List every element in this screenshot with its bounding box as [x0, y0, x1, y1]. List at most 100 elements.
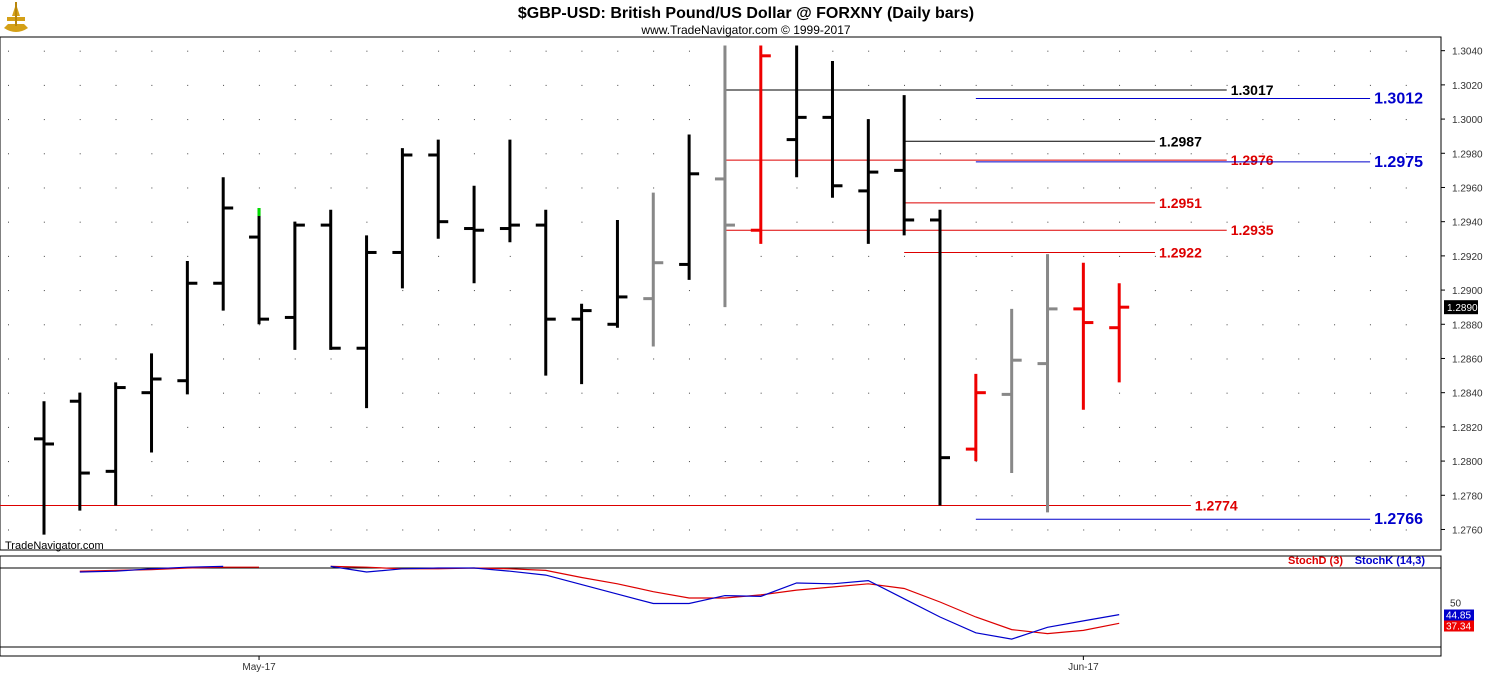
grid-dot — [366, 461, 368, 463]
grid-dot — [223, 324, 225, 326]
grid-dot — [1298, 153, 1300, 155]
grid-dot — [796, 187, 798, 189]
grid-dot — [1119, 426, 1121, 428]
grid-dot — [1226, 187, 1228, 189]
grid-dot — [187, 84, 189, 86]
grid-dot — [509, 290, 511, 292]
grid-dot — [760, 392, 762, 394]
stochastic-series-line — [79, 565, 1120, 640]
grid-dot — [1298, 187, 1300, 189]
grid-dot — [1369, 324, 1371, 326]
grid-dot — [975, 495, 977, 497]
grid-dot — [402, 426, 404, 428]
grid-dot — [1298, 255, 1300, 257]
grid-dot — [1119, 392, 1121, 394]
grid-dot — [975, 255, 977, 257]
grid-dot — [653, 187, 655, 189]
grid-dot — [79, 84, 81, 86]
grid-dot — [832, 392, 834, 394]
grid-dot — [1405, 495, 1407, 497]
grid-dot — [258, 187, 260, 189]
grid-dot — [1119, 221, 1121, 223]
grid-dot — [8, 153, 9, 155]
grid-dot — [1226, 495, 1228, 497]
ohlc-bar — [213, 177, 234, 311]
grid-dot — [43, 392, 45, 394]
grid-dot — [1154, 290, 1156, 292]
grid-dot — [79, 358, 81, 360]
watermark-text: TradeNavigator.com — [5, 540, 104, 552]
stochastic-lines — [79, 565, 1120, 640]
grid-dot — [1334, 255, 1336, 257]
grid-dot — [832, 50, 834, 52]
y-tick-label: 1.2900 — [1452, 286, 1483, 297]
grid-dot — [115, 358, 117, 360]
grid-dot — [653, 358, 655, 360]
grid-dot — [617, 426, 619, 428]
grid-dot — [724, 426, 726, 428]
grid-dot — [402, 324, 404, 326]
grid-dot — [796, 392, 798, 394]
grid-dot — [187, 50, 189, 52]
grid-dot — [653, 84, 655, 86]
grid-dot — [581, 529, 583, 531]
grid-dot — [1334, 290, 1336, 292]
grid-dot — [115, 255, 117, 257]
grid-dot — [1083, 84, 1085, 86]
grid-dot — [1083, 529, 1085, 531]
grid-dot — [151, 495, 153, 497]
ohlc-bar — [428, 139, 449, 239]
grid-dot — [1298, 84, 1300, 86]
grid-dot — [1405, 84, 1407, 86]
grid-dot — [509, 50, 511, 52]
grid-dot — [688, 461, 690, 463]
ohlc-bar — [1037, 254, 1058, 513]
grid-dot — [258, 358, 260, 360]
grid-dot — [832, 529, 834, 531]
grid-dot — [832, 221, 834, 223]
grid-dot — [1334, 221, 1336, 223]
grid-dot — [724, 495, 726, 497]
ohlc-bar — [822, 60, 843, 198]
grid-dot — [1226, 358, 1228, 360]
level-label: 1.3012 — [1374, 91, 1423, 108]
grid-dot — [1083, 255, 1085, 257]
grid-dot — [1011, 255, 1013, 257]
grid-dot — [402, 358, 404, 360]
grid-dot — [1119, 255, 1121, 257]
grid-dot — [581, 495, 583, 497]
grid-dot — [545, 426, 547, 428]
grid-dot — [509, 392, 511, 394]
grid-dot — [760, 255, 762, 257]
grid-dot — [223, 358, 225, 360]
grid-dot — [1334, 187, 1336, 189]
grid-dot — [1119, 153, 1121, 155]
grid-dot — [330, 495, 332, 497]
grid-dot — [1190, 358, 1192, 360]
grid-dot — [1011, 119, 1013, 121]
grid-dot — [1262, 495, 1264, 497]
grid-dot — [760, 426, 762, 428]
grid-dot — [79, 119, 81, 121]
grid-dot — [402, 50, 404, 52]
grid-dot — [760, 495, 762, 497]
grid-dot — [1405, 392, 1407, 394]
ohlc-bar — [249, 208, 270, 325]
ohlc-bar — [392, 148, 413, 289]
grid-dot — [1369, 153, 1371, 155]
grid-dot — [115, 153, 117, 155]
grid-dot — [832, 255, 834, 257]
grid-dot — [223, 392, 225, 394]
grid-dot — [724, 358, 726, 360]
grid-dot — [617, 50, 619, 52]
grid-dot — [1190, 187, 1192, 189]
grid-dot — [760, 324, 762, 326]
grid-dot — [402, 84, 404, 86]
grid-dot — [1405, 529, 1407, 531]
x-tick-label: Jun-17 — [1068, 662, 1099, 673]
grid-dot — [223, 495, 225, 497]
grid-dot — [904, 255, 905, 257]
grid-dot — [1405, 461, 1407, 463]
grid-dot — [581, 426, 583, 428]
